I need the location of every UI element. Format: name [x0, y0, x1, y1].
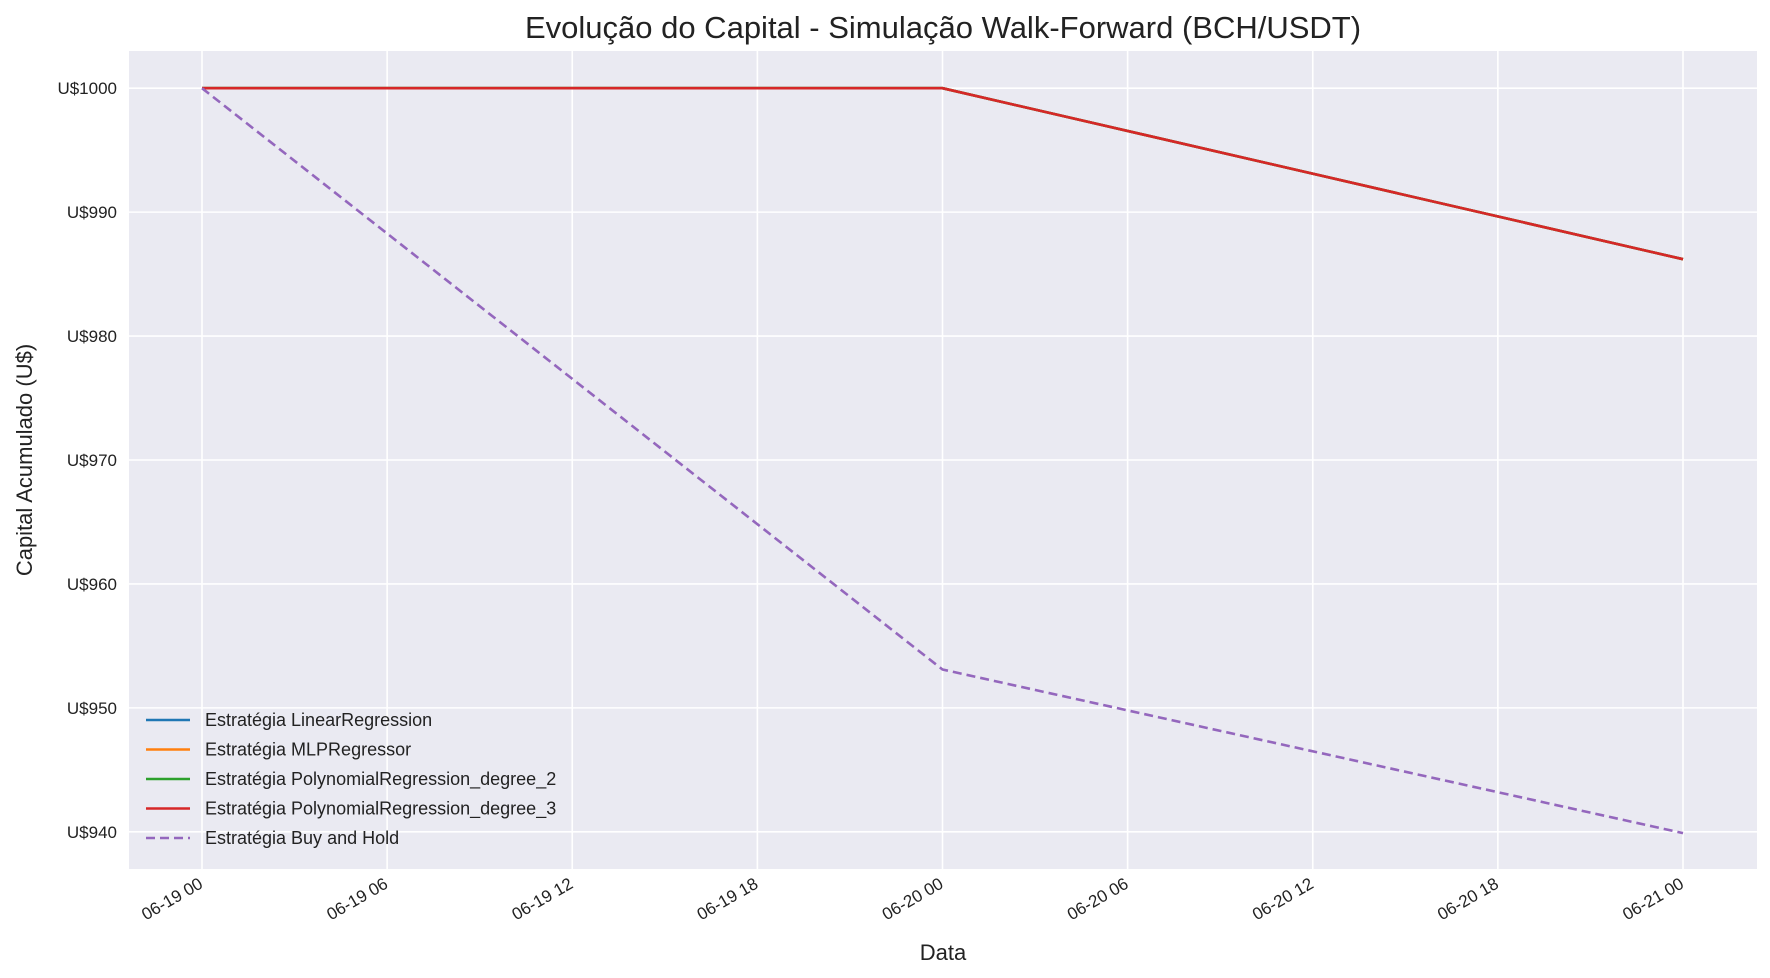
- y-tick-labels: U$940 U$950 U$960 U$970 U$980 U$990 U$1000: [57, 79, 117, 842]
- y-axis-title: Capital Acumulado (U$): [12, 344, 37, 576]
- legend-label: Estratégia PolynomialRegression_degree_2: [205, 769, 556, 790]
- y-tick-label: U$980: [67, 327, 117, 346]
- x-tick-label: 06-20 00: [879, 874, 947, 924]
- legend-label: Estratégia MLPRegressor: [205, 740, 411, 760]
- legend: Estratégia LinearRegression Estratégia ML…: [146, 710, 556, 848]
- chart-title: Evolução do Capital - Simulação Walk-For…: [525, 10, 1361, 45]
- x-tick-label: 06-20 12: [1249, 874, 1317, 924]
- y-tick-label: U$960: [67, 575, 117, 594]
- x-tick-label: 06-19 18: [694, 874, 762, 924]
- x-tick-labels: 06-19 00 06-19 06 06-19 12 06-19 18 06-20 00…: [138, 874, 1687, 924]
- x-tick-label: 06-19 06: [323, 874, 391, 924]
- x-tick-label: 06-21 00: [1619, 874, 1687, 924]
- legend-label: Estratégia Buy and Hold: [205, 828, 399, 848]
- legend-label: Estratégia PolynomialRegression_degree_3: [205, 799, 556, 820]
- y-tick-label: U$950: [67, 699, 117, 718]
- legend-label: Estratégia LinearRegression: [205, 710, 432, 730]
- series-line-4: [202, 86, 1684, 261]
- grid: [129, 51, 1757, 869]
- x-tick-label: 06-20 18: [1434, 874, 1502, 924]
- y-tick-label: U$1000: [57, 79, 117, 98]
- x-tick-label: 06-20 06: [1064, 874, 1132, 924]
- x-tick-label: 06-19 12: [509, 874, 577, 924]
- series-line-5: [201, 87, 1684, 835]
- y-tick-label: U$990: [67, 203, 117, 222]
- x-axis-title: Data: [920, 940, 967, 965]
- series-lines: [201, 86, 1684, 835]
- y-tick-label: U$970: [67, 451, 117, 470]
- x-tick-label: 06-19 00: [138, 874, 206, 924]
- y-tick-label: U$940: [67, 823, 117, 842]
